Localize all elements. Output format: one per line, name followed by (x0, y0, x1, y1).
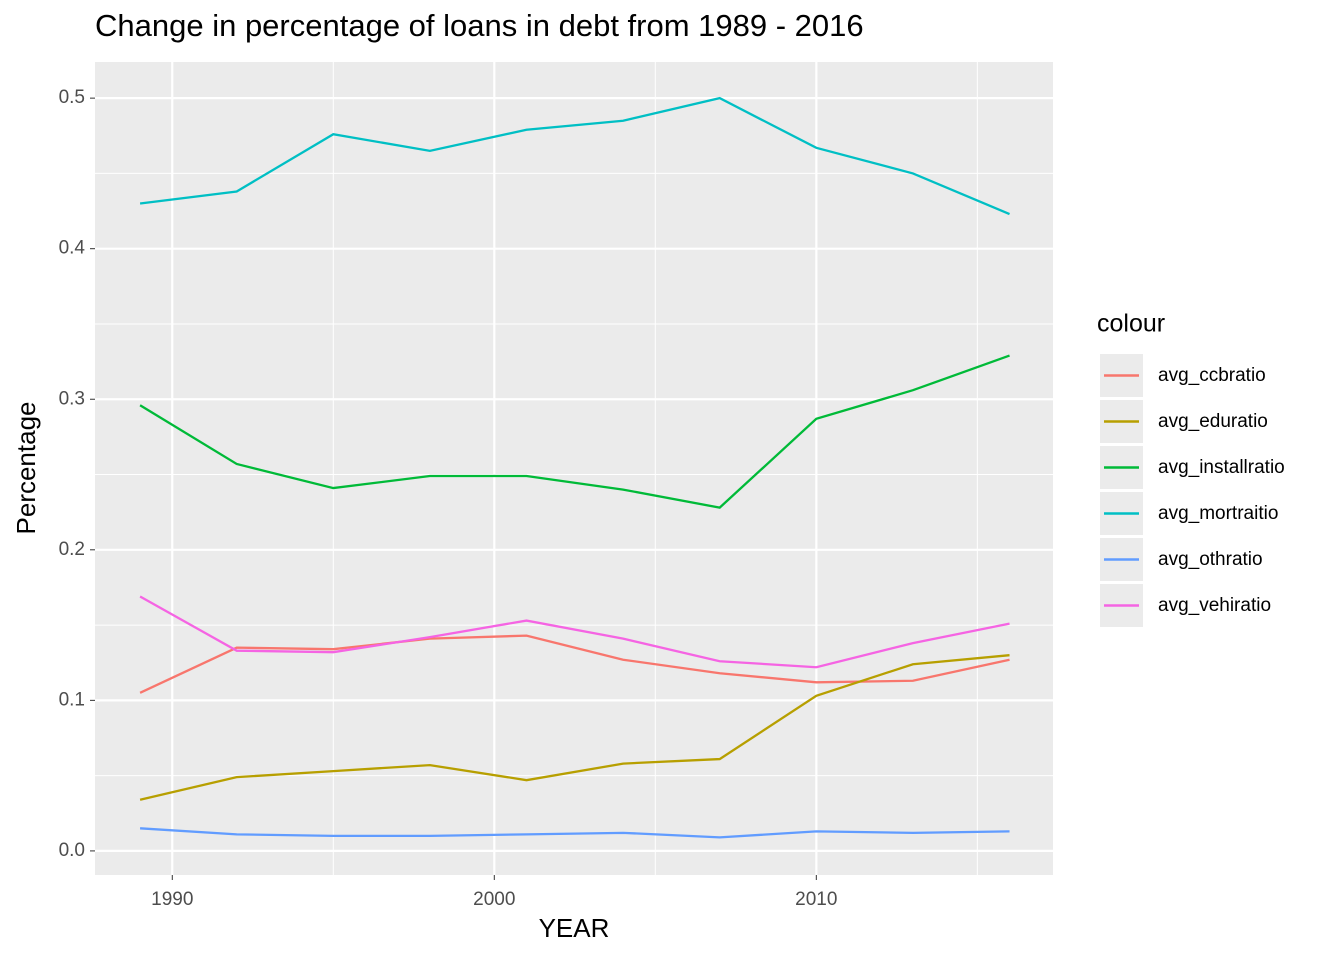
x-tick-label: 2010 (795, 889, 837, 910)
legend-label: avg_mortraitio (1158, 503, 1278, 524)
y-tick-label: 0.0 (59, 840, 85, 861)
series-line (139, 354, 1010, 509)
legend-label: avg_ccbratio (1158, 365, 1266, 386)
y-tick-label: 0.4 (59, 238, 86, 259)
x-tick-label: 2000 (473, 889, 515, 910)
series-line (139, 634, 1010, 694)
y-tick-label: 0.3 (59, 388, 85, 409)
legend-label: avg_eduratio (1158, 411, 1268, 432)
x-tick-label: 1990 (151, 889, 193, 910)
chart-title: Change in percentage of loans in debt fr… (95, 8, 864, 43)
series-line (139, 654, 1010, 801)
y-tick-label: 0.5 (59, 87, 85, 108)
y-axis-label: Percentage (11, 402, 41, 535)
legend-label: avg_installratio (1158, 457, 1285, 478)
plot-panel (95, 62, 1053, 875)
series-line (140, 827, 1010, 839)
y-tick-label: 0.2 (59, 539, 85, 560)
legend-label: avg_othratio (1158, 549, 1263, 570)
series-line (139, 96, 1010, 216)
x-axis-label: YEAR (539, 913, 610, 943)
y-tick-label: 0.1 (59, 689, 85, 710)
series-line (139, 595, 1010, 669)
legend-label: avg_vehiratio (1158, 595, 1271, 616)
legend-title: colour (1097, 310, 1165, 338)
